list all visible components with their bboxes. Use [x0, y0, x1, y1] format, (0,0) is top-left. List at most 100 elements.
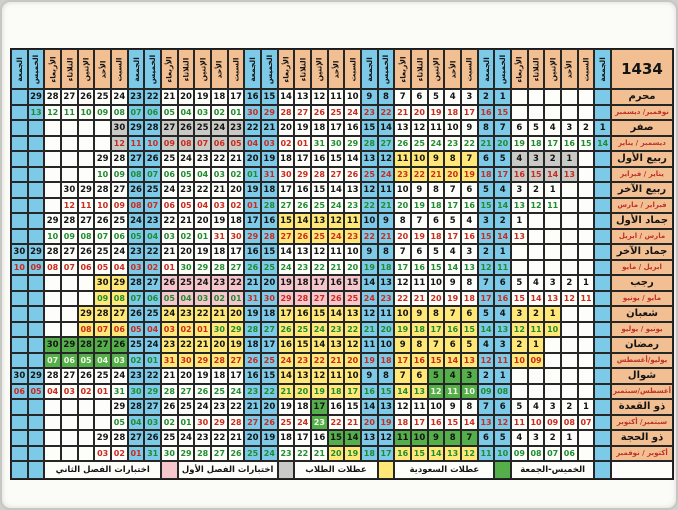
gregorian-day-cell: 29: [344, 135, 362, 151]
hijri-day-cell: 5: [477, 182, 495, 198]
gregorian-day-cell: 24: [294, 414, 312, 430]
gregorian-day-cell: 12: [461, 445, 478, 461]
weekday-label: السبت: [114, 56, 124, 82]
hijri-day-cell: 13: [294, 368, 312, 384]
gregorian-day-cell: [594, 383, 611, 399]
weekday-label: الجمعة: [364, 56, 374, 82]
hijri-day-cell: 2: [477, 89, 495, 105]
hijri-day-cell: 18: [261, 306, 278, 322]
gregorian-day-cell: 07: [144, 197, 162, 213]
hijri-day-cell: 4: [444, 244, 462, 260]
hijri-day-cell: [594, 337, 611, 353]
gregorian-day-cell: 03: [61, 383, 78, 399]
hijri-day-cell: 13: [361, 151, 378, 167]
hijri-day-cell: 12: [311, 368, 328, 384]
gregorian-day-cell: 29: [194, 352, 212, 368]
hijri-day-cell: [61, 120, 78, 136]
hijri-day-cell: 22: [144, 89, 162, 105]
gregorian-day-cell: 20: [394, 197, 412, 213]
gregorian-day-cell: [94, 414, 112, 430]
gregorian-day-cell: 09: [161, 135, 178, 151]
hijri-day-cell: [527, 213, 545, 229]
hijri-day-cell: 27: [111, 182, 128, 198]
gregorian-day-cell: 24: [277, 259, 295, 275]
gregorian-day-cell: 14: [527, 290, 545, 306]
hijri-day-cell: 23: [127, 89, 145, 105]
gregorian-day-cell: 14: [594, 135, 611, 151]
hijri-day-cell: [577, 306, 595, 322]
hijri-day-cell: [544, 89, 562, 105]
gregorian-day-cell: 18: [377, 259, 395, 275]
hijri-day-cell: 4: [477, 337, 495, 353]
hijri-day-cell: 16: [327, 275, 345, 291]
gregorian-day-cell: 20: [327, 445, 345, 461]
gregorian-day-cell: 28: [211, 352, 228, 368]
hijri-day-cell: 18: [311, 120, 328, 136]
hijri-day-cell: 6: [477, 430, 495, 446]
gregorian-day-cell: 29: [227, 321, 245, 337]
gregorian-day-cell: 24: [327, 197, 345, 213]
gregorian-day-cell: [511, 259, 528, 275]
gregorian-day-cell: 02: [227, 166, 245, 182]
hijri-day-cell: 20: [177, 368, 195, 384]
gregorian-day-cell: [94, 135, 112, 151]
gregorian-day-cell: 07: [144, 166, 162, 182]
gregorian-day-cell: 15: [411, 445, 428, 461]
gregorian-day-cell: 31: [211, 228, 228, 244]
gregorian-month-label: مايو / يونيو: [611, 290, 673, 306]
hijri-day-cell: 23: [127, 368, 145, 384]
hijri-day-cell: 23: [127, 244, 145, 260]
hijri-day-cell: 15: [344, 399, 362, 415]
gregorian-day-cell: [527, 383, 545, 399]
gregorian-day-cell: 23: [311, 414, 328, 430]
gregorian-day-cell: 09: [27, 259, 45, 275]
hijri-day-cell: 3: [511, 182, 528, 198]
hijri-day-cell: 27: [61, 368, 78, 384]
gregorian-day-cell: 16: [494, 290, 512, 306]
hijri-day-cell: 1: [577, 275, 595, 291]
gregorian-day-cell: 17: [411, 414, 428, 430]
month-name: ربيع الأول: [611, 151, 673, 167]
gregorian-day-cell: [594, 228, 611, 244]
gregorian-day-cell: 17: [494, 166, 512, 182]
weekday-label: الأحد: [564, 60, 574, 78]
gregorian-day-cell: 20: [427, 290, 445, 306]
hijri-day-cell: 10: [344, 89, 362, 105]
hijri-day-cell: 30: [11, 368, 28, 384]
gregorian-day-cell: [11, 445, 28, 461]
hijri-day-cell: 13: [311, 213, 328, 229]
gregorian-day-cell: 09: [94, 104, 112, 120]
gregorian-day-cell: 13: [544, 290, 562, 306]
gregorian-day-cell: 19: [411, 197, 428, 213]
gregorian-day-cell: 11: [544, 197, 562, 213]
hijri-day-cell: 12: [411, 120, 428, 136]
gregorian-day-cell: [577, 445, 595, 461]
weekday-label: السبت: [348, 56, 358, 82]
hijri-day-cell: 27: [127, 430, 145, 446]
gregorian-day-cell: 27: [277, 197, 295, 213]
month-name: شوال: [611, 368, 673, 384]
gregorian-day-cell: 14: [427, 445, 445, 461]
gregorian-day-cell: 03: [261, 135, 278, 151]
hijri-day-cell: [594, 151, 611, 167]
hijri-day-cell: 13: [344, 182, 362, 198]
gregorian-day-cell: 18: [377, 352, 395, 368]
gregorian-day-cell: 08: [77, 321, 95, 337]
gregorian-day-cell: 26: [327, 290, 345, 306]
gregorian-day-cell: 17: [444, 228, 462, 244]
hijri-day-cell: 21: [244, 275, 262, 291]
hijri-day-cell: [11, 120, 28, 136]
gregorian-day-cell: 11: [511, 414, 528, 430]
hijri-day-cell: [61, 151, 78, 167]
hijri-day-cell: 30: [11, 244, 28, 260]
hijri-day-cell: 12: [394, 399, 412, 415]
hijri-day-cell: [561, 368, 578, 384]
gregorian-day-cell: [27, 197, 45, 213]
hijri-day-cell: 10: [344, 368, 362, 384]
hijri-day-cell: 4: [527, 275, 545, 291]
gregorian-day-cell: 05: [161, 104, 178, 120]
gregorian-day-cell: 16: [511, 166, 528, 182]
hijri-day-cell: 3: [527, 151, 545, 167]
hijri-day-cell: 8: [444, 151, 462, 167]
month-name: ذو القعدة: [611, 399, 673, 415]
